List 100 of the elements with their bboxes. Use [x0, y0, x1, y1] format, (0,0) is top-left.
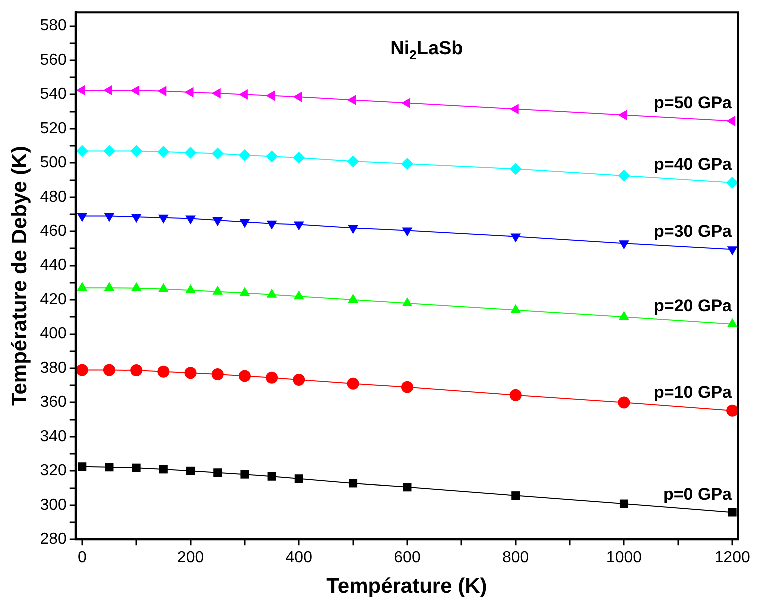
point: [76, 145, 88, 158]
point: [78, 462, 87, 472]
point: [212, 368, 224, 380]
point: [76, 364, 88, 376]
point: [184, 146, 197, 159]
x-tick-label: 200: [177, 550, 204, 567]
point: [158, 366, 170, 378]
point: [238, 149, 251, 162]
point: [158, 86, 167, 97]
point: [130, 145, 143, 158]
point: [266, 220, 278, 230]
point: [512, 492, 520, 500]
point: [186, 466, 196, 476]
point: [619, 240, 630, 250]
y-tick-label: 380: [40, 360, 67, 377]
point: [510, 234, 522, 243]
series-label: p=30 GPa: [654, 222, 733, 241]
x-tick-label: 0: [78, 550, 87, 567]
point: [212, 148, 224, 160]
point: [212, 217, 224, 226]
point: [238, 370, 251, 382]
point: [618, 396, 630, 409]
point: [348, 225, 359, 234]
point: [347, 95, 356, 106]
y-tick-label: 480: [40, 188, 67, 206]
point: [77, 213, 88, 222]
point: [726, 176, 738, 189]
point: [294, 474, 304, 484]
series-label: p=50 GPa: [654, 93, 733, 112]
point: [728, 508, 737, 517]
point: [618, 170, 630, 182]
point: [238, 90, 248, 100]
point: [293, 152, 306, 164]
point: [726, 116, 736, 126]
point: [159, 465, 168, 474]
point: [103, 145, 116, 158]
point: [293, 374, 306, 386]
series-label: p=10 GPa: [654, 383, 733, 402]
x-tick-label: 1200: [714, 550, 750, 567]
point: [620, 500, 628, 508]
x-tick-label: 1000: [606, 550, 642, 567]
point: [726, 404, 738, 417]
y-tick-label: 460: [40, 223, 67, 240]
point: [293, 92, 302, 102]
point: [618, 110, 628, 120]
x-tick-label: 600: [394, 550, 421, 567]
series-label: p=20 GPa: [654, 296, 733, 316]
point: [348, 294, 359, 304]
point: [347, 155, 360, 168]
y-tick-label: 500: [40, 154, 67, 172]
point: [77, 282, 88, 292]
series-label: p=0 GPa: [663, 484, 733, 504]
point: [401, 381, 414, 394]
x-tick-label: 400: [286, 550, 313, 567]
point: [401, 158, 414, 170]
x-axis-title: Température (K): [326, 575, 488, 598]
point: [510, 163, 522, 176]
point: [214, 468, 222, 478]
point: [266, 90, 276, 102]
point: [103, 364, 116, 376]
y-tick-label: 580: [40, 18, 67, 35]
point: [403, 483, 412, 492]
x-tick-label: 800: [502, 550, 530, 567]
point: [158, 146, 170, 158]
point: [347, 378, 360, 390]
point: [268, 472, 276, 481]
point: [510, 389, 522, 402]
y-tick-label: 540: [40, 86, 67, 104]
point: [158, 214, 169, 224]
y-tick-label: 400: [40, 326, 67, 343]
point: [130, 364, 143, 377]
point: [240, 219, 250, 228]
y-tick-label: 440: [40, 257, 67, 274]
point: [401, 98, 410, 108]
point: [130, 86, 140, 96]
series-label: p=40 GPa: [654, 155, 733, 174]
y-axis-title: Température de Debye (K): [8, 146, 32, 406]
point: [184, 367, 197, 380]
point: [402, 228, 413, 237]
point: [105, 463, 114, 472]
y-tick-label: 560: [40, 52, 67, 69]
point: [76, 85, 86, 96]
y-tick-label: 300: [40, 496, 67, 514]
y-tick-label: 420: [40, 291, 67, 308]
point: [104, 213, 115, 222]
point: [104, 282, 115, 292]
y-tick-label: 320: [40, 462, 67, 480]
point: [510, 104, 519, 114]
point: [240, 470, 250, 479]
y-tick-label: 340: [40, 428, 67, 446]
point: [212, 88, 221, 99]
point: [266, 150, 278, 163]
point: [132, 464, 141, 472]
point: [131, 214, 142, 224]
point: [186, 216, 196, 225]
y-tick-label: 520: [40, 120, 67, 138]
y-tick-label: 360: [40, 394, 67, 412]
point: [266, 372, 278, 384]
y-tick-label: 280: [40, 531, 67, 548]
point: [294, 222, 304, 231]
